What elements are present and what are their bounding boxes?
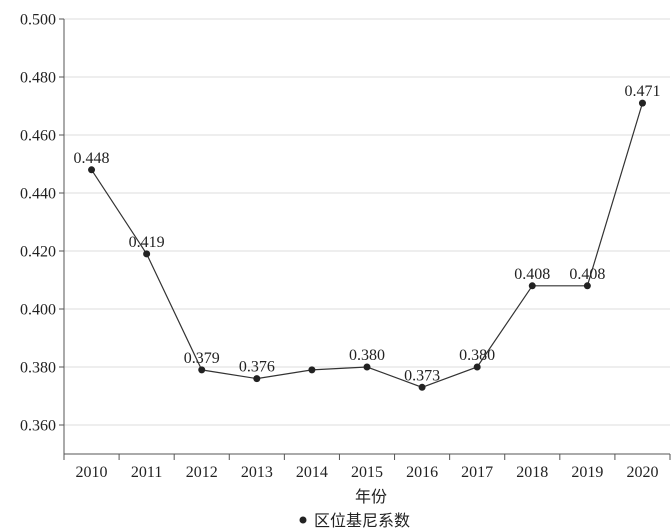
x-tick-label: 2011 [131,464,162,481]
series-line [91,102,644,388]
x-tick-label: 2019 [571,464,603,481]
y-tick-label: 0.360 [20,418,56,435]
axes [59,18,671,460]
data-label: 0.380 [459,347,495,364]
x-tick-label: 2020 [626,464,658,481]
legend-label: 区位基尼系数 [314,511,410,530]
y-tick-label: 0.400 [20,302,56,319]
x-tick-label: 2014 [296,464,328,481]
data-point [418,383,426,391]
data-label: 0.373 [404,367,440,384]
data-point [528,282,536,290]
data-series [88,99,646,391]
x-tick-label: 2012 [186,464,218,481]
data-label: 0.379 [184,350,220,367]
y-tick-label: 0.460 [20,128,56,145]
x-tick-labels: 2010 2011 2012 2013 2014 2015 2016 2017 2018 2019… [76,464,659,481]
data-point [198,366,206,374]
data-label: 0.380 [349,347,385,364]
data-label: 0.419 [129,234,165,251]
y-tick-label: 0.380 [20,360,56,377]
data-point [473,363,481,371]
data-labels: 0.448 0.419 0.379 0.376 0.380 0.373 0.380 0.408… [74,83,661,384]
y-tick-labels: 0.360 0.380 0.400 0.420 0.440 0.460 0.480 0.500 [20,12,56,435]
x-tick-label: 2013 [241,464,273,481]
data-point [253,375,261,383]
y-tick-label: 0.500 [20,12,56,29]
gridlines [64,18,670,426]
x-tick-label: 2016 [406,464,438,481]
x-tick-label: 2015 [351,464,383,481]
legend: 区位基尼系数 [299,511,410,530]
data-label: 0.408 [569,266,605,283]
x-tick-label: 2010 [76,464,108,481]
y-tick-label: 0.440 [20,186,56,203]
data-label: 0.376 [239,359,275,376]
y-tick-label: 0.420 [20,244,56,261]
data-point [638,99,646,107]
x-axis-title: 年份 [355,487,387,506]
data-label: 0.448 [74,150,110,167]
data-label: 0.408 [514,266,550,283]
data-point [308,366,316,374]
y-tick-label: 0.480 [20,70,56,87]
legend-marker [299,516,307,524]
data-point [143,250,151,258]
data-point [88,166,96,174]
data-point [583,282,591,290]
x-tick-label: 2017 [461,464,493,481]
data-label: 0.471 [624,83,660,100]
data-point [363,363,371,371]
x-tick-label: 2018 [516,464,548,481]
